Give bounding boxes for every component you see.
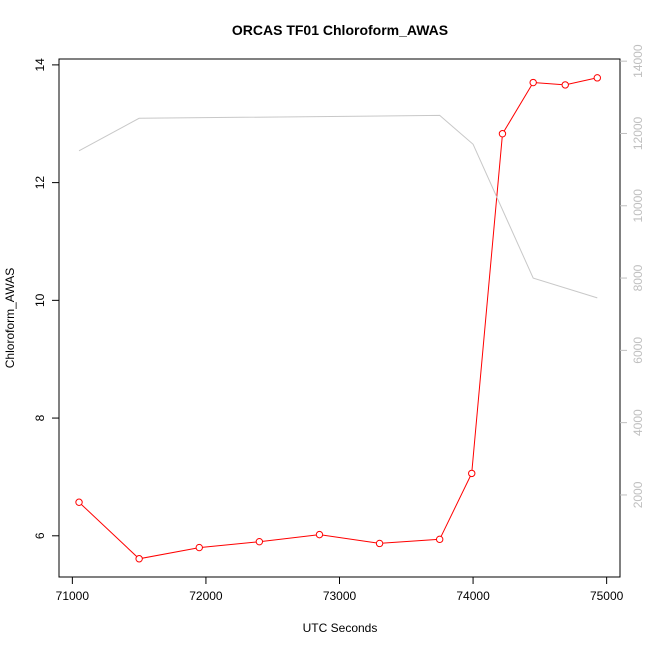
y-axis-label: Chloroform_AWAS (3, 268, 17, 368)
x-tick-label: 75000 (590, 589, 624, 603)
data-point (195, 543, 203, 552)
y2-tick-label: 12000 (631, 116, 645, 150)
y-tick-label: 12 (33, 176, 47, 190)
y-tick-label: 8 (33, 414, 47, 421)
x-tick-label: 72000 (189, 589, 223, 603)
data-point (529, 78, 537, 87)
data-point (498, 130, 507, 138)
data-point (75, 498, 83, 506)
y2-tick-label: 6000 (631, 337, 645, 364)
y-tick-label: 14 (33, 58, 47, 72)
data-point (375, 539, 384, 548)
x-axis-label: UTC Seconds (303, 621, 378, 635)
series-line-2 (78, 114, 598, 299)
x-tick-label: 73000 (323, 589, 357, 603)
y-tick-label: 10 (33, 293, 47, 307)
y2-tick-label: 2000 (631, 481, 645, 508)
x-axis: 71000 72000 73000 74000 75000 (56, 577, 624, 603)
data-point (593, 74, 601, 82)
x-tick-label: 71000 (56, 589, 90, 603)
y-axis: 6 8 10 12 14 (33, 58, 59, 539)
y2-tick-label: 8000 (631, 264, 645, 291)
plot-box (58, 58, 621, 578)
data-point (468, 469, 476, 478)
y2-tick-label: 10000 (631, 189, 645, 223)
data-point (255, 537, 264, 546)
data-point (561, 81, 569, 89)
y2-tick-label: 4000 (631, 409, 645, 436)
y2-tick-label: 14000 (631, 44, 645, 78)
data-point (435, 535, 444, 544)
data-point (135, 555, 143, 563)
series-line-1 (78, 77, 598, 560)
series-layer (75, 74, 601, 563)
chart-title: ORCAS TF01 Chloroform_AWAS (232, 22, 448, 38)
x-tick-label: 74000 (456, 589, 490, 603)
data-point (315, 530, 324, 539)
y-tick-label: 6 (33, 532, 47, 539)
y2-axis: 2000 4000 6000 8000 10000 12000 14000 (620, 44, 645, 508)
